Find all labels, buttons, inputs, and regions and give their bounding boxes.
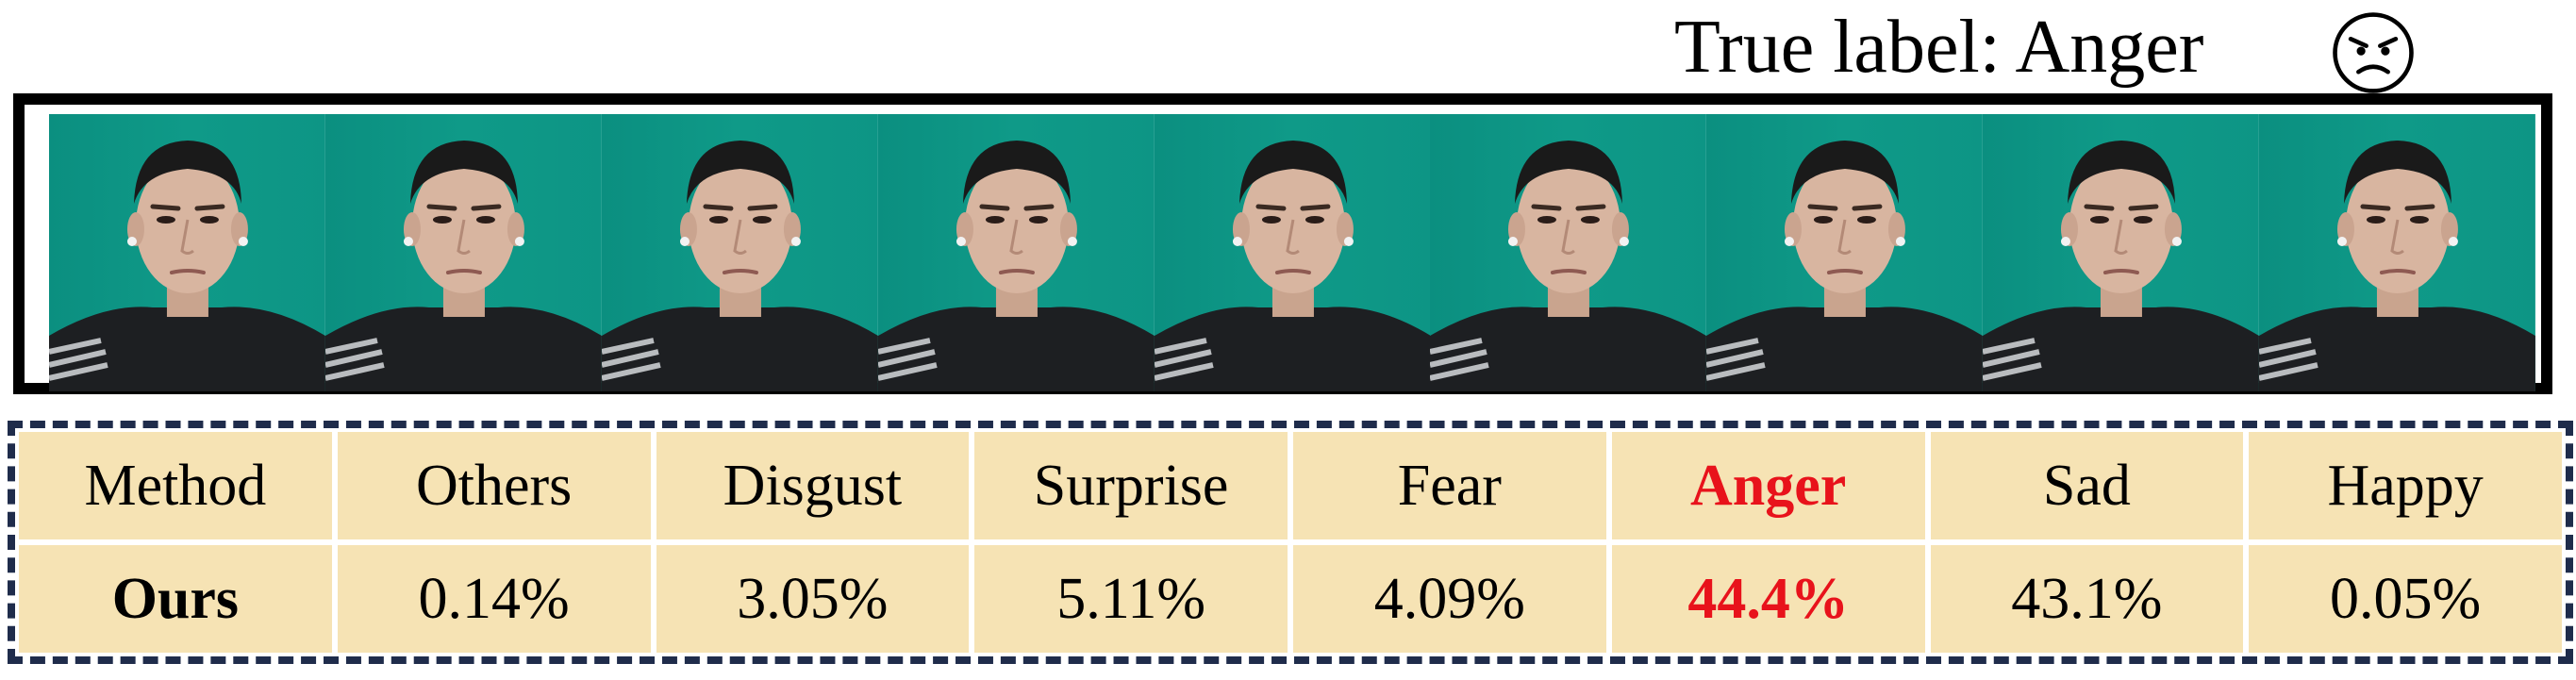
video-frame: [1430, 114, 1707, 391]
face-image: [1430, 114, 1707, 391]
video-frame: [1154, 114, 1431, 391]
table-header-happy: Happy: [2249, 432, 2562, 539]
table-header-disgust: Disgust: [656, 432, 970, 539]
video-frame: [324, 114, 602, 391]
frames-strip: [49, 114, 2536, 391]
face-image: [49, 114, 325, 391]
table-header-others: Others: [337, 432, 651, 539]
table-method-cell: Ours: [19, 545, 332, 653]
video-frame: [49, 114, 325, 391]
prediction-table-container: Method Others Disgust Surprise Fear Anger Sad H…: [8, 421, 2573, 664]
table-value-cell: 3.05%: [656, 545, 970, 653]
true-label-text: True label: Anger: [1674, 6, 2204, 89]
table-header-method: Method: [19, 432, 332, 539]
video-frame: [2259, 114, 2536, 391]
table-value-cell: 4.09%: [1293, 545, 1606, 653]
table-header-fear: Fear: [1293, 432, 1606, 539]
face-image: [1154, 114, 1431, 391]
table-header-surprise: Surprise: [974, 432, 1288, 539]
face-image: [2259, 114, 2536, 391]
table-header-sad: Sad: [1930, 432, 2244, 539]
angry-face-icon: [2333, 12, 2414, 93]
video-frame: [601, 114, 878, 391]
table-value-cell: 43.1%: [1930, 545, 2244, 653]
table-header-anger: Anger: [1611, 432, 1925, 539]
face-image: [1706, 114, 1984, 391]
header: True label: Anger: [0, 0, 2576, 94]
table-value-cell: 44.4%: [1611, 545, 1925, 653]
face-image: [1983, 114, 2260, 391]
face-image: [601, 114, 878, 391]
prediction-table: Method Others Disgust Surprise Fear Anger Sad H…: [19, 432, 2562, 653]
video-frame: [1706, 114, 1984, 391]
table-value-cell: 0.14%: [337, 545, 651, 653]
table-value-cell: 0.05%: [2249, 545, 2562, 653]
video-frame: [1983, 114, 2260, 391]
table-value-cell: 5.11%: [974, 545, 1288, 653]
video-frame: [877, 114, 1155, 391]
face-image: [324, 114, 602, 391]
face-image: [877, 114, 1155, 391]
video-frames-container: [13, 93, 2552, 394]
